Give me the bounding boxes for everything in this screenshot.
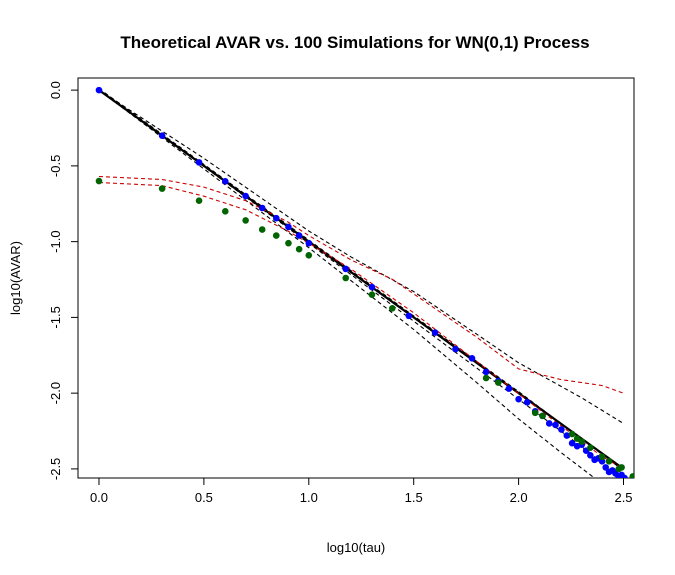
plot-series-group	[96, 87, 636, 484]
data-point	[196, 159, 203, 166]
x-tick-label: 0.5	[195, 490, 213, 505]
data-point	[587, 444, 594, 451]
data-point	[515, 396, 522, 403]
y-tick-label: -1.0	[48, 230, 63, 252]
data-point	[273, 232, 280, 239]
x-tick-label: 2.0	[510, 490, 528, 505]
data-point	[242, 217, 249, 224]
data-point	[342, 275, 349, 282]
data-point	[432, 329, 439, 336]
data-point	[285, 224, 292, 231]
data-point	[578, 438, 585, 445]
data-point	[305, 240, 312, 247]
data-point	[259, 226, 266, 233]
data-point	[296, 246, 303, 253]
data-point	[606, 458, 613, 465]
data-point	[483, 369, 490, 376]
data-point	[196, 197, 203, 204]
y-axis: 0.0 -0.5 -1.0 -1.5 -2.0 -2.5	[48, 81, 78, 480]
dashed-series-line	[99, 183, 624, 469]
x-tick-label: 1.5	[405, 490, 423, 505]
data-point	[242, 193, 249, 200]
data-point	[495, 379, 502, 386]
data-point	[96, 87, 103, 94]
y-tick-label: -1.5	[48, 306, 63, 328]
data-point	[273, 215, 280, 222]
data-point	[532, 410, 539, 417]
data-point	[222, 208, 229, 215]
data-point	[296, 232, 303, 239]
data-point	[96, 178, 103, 185]
data-point	[539, 413, 546, 420]
data-point	[369, 291, 376, 298]
data-point	[305, 252, 312, 259]
y-axis-label: log10(AVAR)	[8, 241, 23, 315]
data-point	[599, 453, 606, 460]
data-point	[546, 420, 553, 427]
dashed-series-line	[99, 177, 624, 394]
data-point	[285, 240, 292, 247]
theoretical-line	[99, 90, 624, 469]
data-point	[406, 313, 413, 320]
chart-title: Theoretical AVAR vs. 100 Simulations for…	[120, 33, 589, 52]
data-point	[524, 399, 531, 406]
data-point	[569, 431, 576, 438]
y-tick-label: -0.5	[48, 155, 63, 177]
data-point	[629, 473, 636, 480]
y-tick-label: -2.5	[48, 458, 63, 480]
data-point	[259, 205, 266, 212]
data-point	[618, 464, 625, 471]
x-tick-label: 0.0	[90, 490, 108, 505]
data-point	[389, 305, 396, 312]
data-point	[506, 385, 513, 392]
x-axis: 0.0 0.5 1.0 1.5 2.0 2.5	[90, 478, 633, 505]
y-tick-label: 0.0	[48, 81, 63, 99]
data-point	[159, 185, 166, 192]
data-point	[222, 178, 229, 185]
x-axis-label: log10(tau)	[327, 540, 386, 555]
data-point	[369, 284, 376, 291]
y-tick-label: -2.0	[48, 382, 63, 404]
data-point	[558, 426, 565, 433]
data-point	[469, 355, 476, 362]
dashed-series-line	[99, 90, 624, 423]
data-point	[159, 132, 166, 139]
x-tick-label: 2.5	[614, 490, 632, 505]
x-tick-label: 1.0	[300, 490, 318, 505]
data-point	[621, 475, 628, 482]
data-point	[483, 375, 490, 382]
data-point	[342, 266, 349, 273]
data-point	[552, 422, 559, 429]
dashed-series-line	[99, 90, 603, 484]
data-point	[452, 346, 459, 353]
plot-area	[96, 87, 636, 484]
